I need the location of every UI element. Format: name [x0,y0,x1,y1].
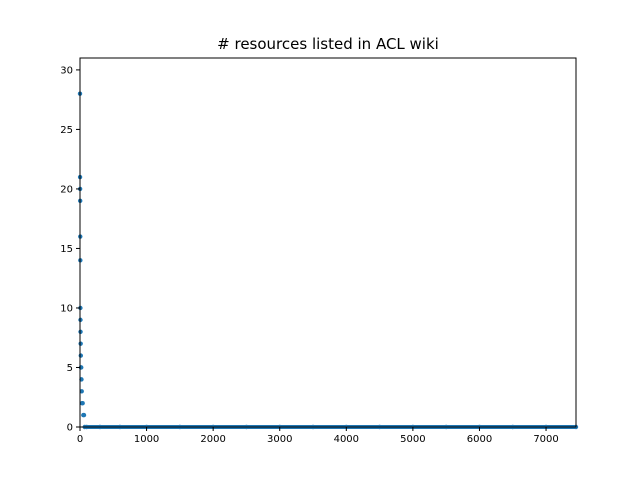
y-tick-label: 25 [60,125,73,136]
x-tick-label: 3000 [267,434,292,445]
data-point [79,389,84,394]
x-tick-label: 7000 [533,434,558,445]
data-point [80,400,85,406]
x-tick-label: 0 [77,434,83,445]
y-tick-label: 5 [67,363,73,374]
y-tick-label: 20 [60,184,73,195]
y-axis: 0 5 10 15 20 25 30 [60,65,80,434]
chart-title: # resources listed in ACL wiki [217,35,439,53]
x-tick-label: 4000 [334,434,359,445]
x-axis: 0 1000 2000 3000 4000 5000 6000 7000 [77,427,559,445]
y-tick-label: 15 [60,244,73,255]
axes-frame [79,57,577,428]
data-point [78,329,83,334]
x-tick-label: 5000 [400,434,425,445]
y-tick-label: 0 [67,423,73,434]
x-tick-label: 1000 [134,434,159,445]
data-point [81,412,87,418]
data-point [78,353,83,358]
y-tick-label: 30 [60,65,73,76]
x-tick-label: 6000 [467,434,492,445]
y-tick-label: 10 [60,303,73,314]
data-point [78,341,83,346]
x-tick-label: 2000 [200,434,225,445]
